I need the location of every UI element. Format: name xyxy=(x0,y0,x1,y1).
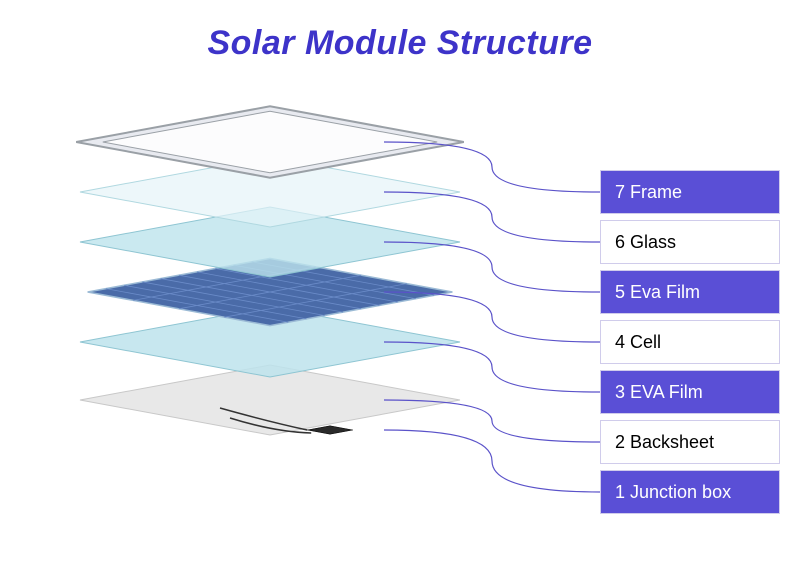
layer-label-5: 5 Eva Film xyxy=(600,270,780,314)
exploded-diagram xyxy=(40,100,500,540)
layer-labels: 7 Frame 6 Glass 5 Eva Film 4 Cell 3 EVA Film… xyxy=(600,170,780,514)
layer-label-3: 3 EVA Film xyxy=(600,370,780,414)
layer-label-1: 1 Junction box xyxy=(600,470,780,514)
layer-label-4: 4 Cell xyxy=(600,320,780,364)
layer-label-2: 2 Backsheet xyxy=(600,420,780,464)
layer-label-6: 6 Glass xyxy=(600,220,780,264)
layer-label-7: 7 Frame xyxy=(600,170,780,214)
diagram-title: Solar Module Structure xyxy=(0,24,800,63)
